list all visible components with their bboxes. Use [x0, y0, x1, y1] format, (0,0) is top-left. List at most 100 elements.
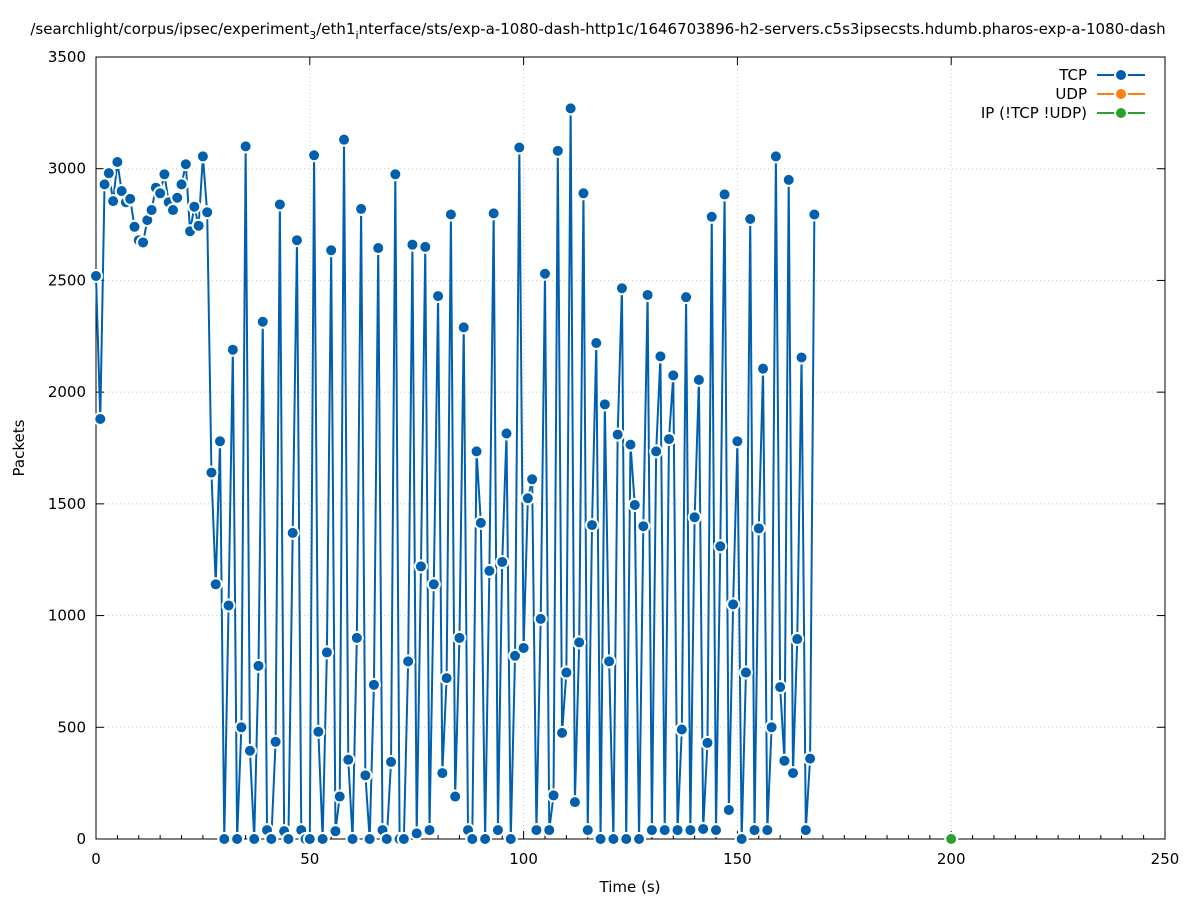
- data-point: [578, 188, 589, 199]
- data-point: [330, 826, 341, 837]
- data-point: [518, 642, 529, 653]
- data-point: [796, 352, 807, 363]
- data-point: [501, 428, 512, 439]
- data-point: [616, 283, 627, 294]
- legend-label: IP (!TCP !UDP): [981, 104, 1087, 122]
- data-point: [373, 243, 384, 254]
- data-point: [91, 270, 101, 281]
- data-point: [334, 791, 345, 802]
- data-point: [291, 235, 302, 246]
- data-point: [142, 215, 153, 226]
- data-point: [138, 237, 149, 248]
- data-point: [232, 834, 243, 844]
- data-point: [116, 186, 127, 197]
- data-point: [621, 834, 632, 844]
- data-point: [343, 754, 354, 765]
- data-point: [398, 834, 409, 844]
- data-point: [659, 825, 670, 836]
- data-point: [437, 768, 448, 779]
- data-point: [582, 825, 593, 836]
- data-point: [569, 797, 580, 808]
- data-point: [172, 192, 183, 203]
- data-point: [510, 650, 521, 661]
- legend-marker: [1116, 108, 1126, 118]
- data-point: [531, 825, 542, 836]
- data-point: [108, 196, 119, 207]
- data-point: [155, 188, 166, 199]
- data-point: [467, 834, 478, 844]
- x-tick-label: 150: [723, 850, 752, 868]
- data-point: [159, 169, 170, 180]
- data-point: [685, 825, 696, 836]
- data-point: [313, 726, 324, 737]
- data-point: [415, 561, 426, 572]
- data-point: [411, 828, 422, 839]
- data-point: [809, 209, 820, 220]
- data-point: [475, 517, 486, 528]
- x-axis-label: Time (s): [599, 878, 661, 896]
- data-point: [655, 351, 666, 362]
- data-point: [740, 667, 751, 678]
- data-point: [424, 825, 435, 836]
- data-point: [287, 527, 298, 538]
- data-point: [433, 291, 444, 302]
- data-point: [625, 439, 636, 450]
- data-point: [646, 825, 657, 836]
- data-point: [364, 834, 375, 844]
- data-point: [762, 825, 773, 836]
- data-point: [210, 579, 221, 590]
- series-ip-tcp-udp-: [944, 832, 959, 846]
- x-tick-label: 250: [1151, 850, 1180, 868]
- y-tick-label: 0: [76, 830, 86, 848]
- series-tcp: [89, 101, 822, 846]
- data-point: [304, 834, 315, 844]
- data-point: [458, 322, 469, 333]
- data-point: [244, 745, 255, 756]
- y-tick-label: 2000: [48, 383, 86, 401]
- data-point: [339, 134, 350, 145]
- data-point: [197, 151, 208, 162]
- data-point: [488, 208, 499, 219]
- data-point: [723, 804, 734, 815]
- data-point: [565, 103, 576, 114]
- data-point: [715, 541, 726, 552]
- data-point: [792, 634, 803, 645]
- data-point: [386, 756, 397, 767]
- data-point: [420, 241, 431, 252]
- data-point: [548, 790, 559, 801]
- data-point: [770, 151, 781, 162]
- data-point: [167, 205, 178, 216]
- data-point: [270, 736, 281, 747]
- data-point: [587, 520, 598, 531]
- data-point: [728, 599, 739, 610]
- data-point: [672, 825, 683, 836]
- y-tick-label: 1500: [48, 495, 86, 513]
- data-point: [539, 268, 550, 279]
- data-point: [95, 413, 106, 424]
- x-tick-label: 100: [509, 850, 538, 868]
- data-point: [266, 834, 277, 844]
- x-tick-label: 200: [937, 850, 966, 868]
- data-point: [693, 374, 704, 385]
- data-point: [240, 141, 251, 152]
- y-tick-label: 3000: [48, 160, 86, 178]
- data-point: [595, 834, 606, 844]
- data-point: [193, 220, 204, 231]
- data-point: [227, 344, 238, 355]
- data-point: [946, 834, 957, 844]
- x-tick-label: 50: [300, 850, 319, 868]
- data-point: [215, 436, 226, 447]
- data-point: [445, 209, 456, 220]
- data-point: [274, 199, 285, 210]
- data-point: [698, 823, 709, 834]
- data-point: [634, 834, 645, 844]
- y-axis-label: Packets: [10, 419, 28, 476]
- data-point: [283, 834, 294, 844]
- data-point: [505, 834, 516, 844]
- data-point: [544, 825, 555, 836]
- data-point: [407, 239, 418, 250]
- data-point: [360, 770, 371, 781]
- data-point: [535, 613, 546, 624]
- data-point: [223, 600, 234, 611]
- data-point: [129, 221, 140, 232]
